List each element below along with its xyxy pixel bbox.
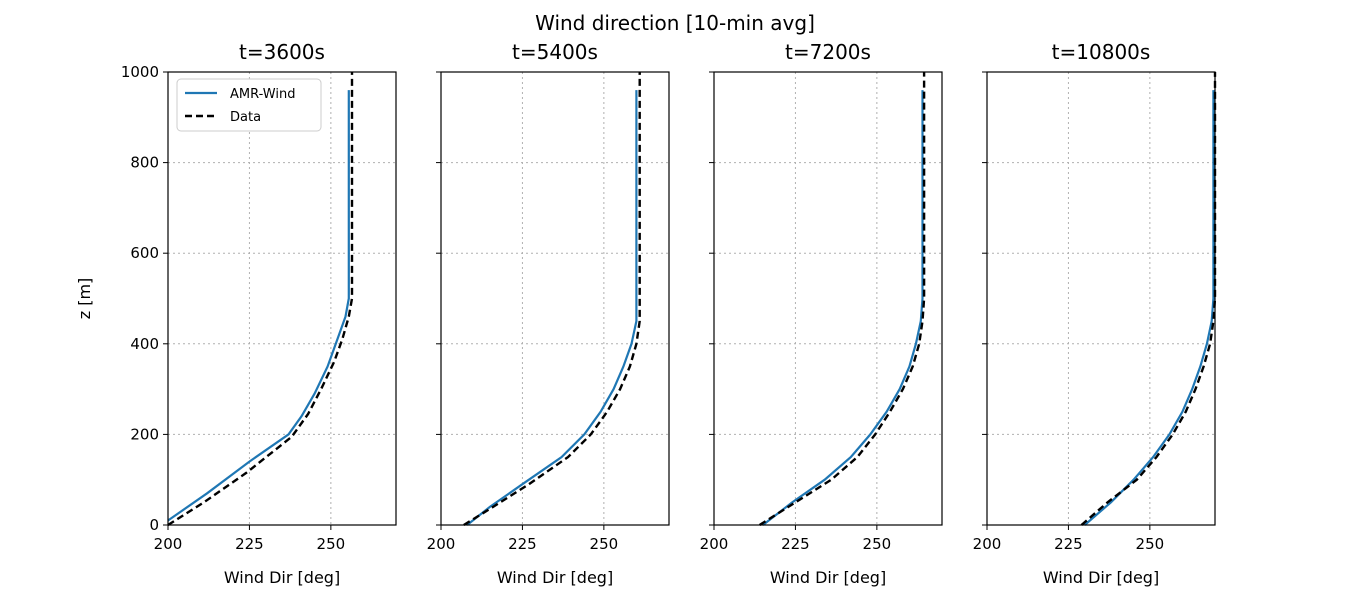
y-tick-label: 600 — [130, 244, 159, 262]
x-tick-label: 250 — [317, 535, 346, 553]
amr-wind-series-line — [167, 90, 350, 522]
data-series-line — [758, 72, 926, 527]
subplot-2: 200 225 250 t=5400s Wind Dir [deg] — [427, 40, 670, 587]
x-tick-label: 200 — [427, 535, 456, 553]
x-axis-label: Wind Dir [deg] — [497, 568, 613, 587]
x-tick-label: 200 — [973, 535, 1002, 553]
subplot-4: 200 225 250 t=10800s Wind Dir [deg] — [973, 40, 1217, 587]
x-axis-label: Wind Dir [deg] — [224, 568, 340, 587]
plot-frame — [440, 71, 670, 526]
x-tick-label: 200 — [154, 535, 183, 553]
data-series-line — [463, 72, 641, 527]
x-tick-label: 225 — [781, 535, 810, 553]
x-axis-label: Wind Dir [deg] — [770, 568, 886, 587]
subplot-title: t=7200s — [785, 40, 871, 64]
amr-wind-series-line — [1083, 90, 1215, 526]
subplot-3: 200 225 250 t=7200s Wind Dir [deg] — [700, 40, 943, 587]
x-tick-label: 225 — [235, 535, 264, 553]
subplot-title: t=3600s — [239, 40, 325, 64]
plot-frame — [986, 71, 1216, 526]
legend-label: Data — [230, 110, 261, 125]
x-tick-label: 225 — [508, 535, 537, 553]
y-tick-label: 400 — [130, 335, 159, 353]
subplot-title: t=5400s — [512, 40, 598, 64]
x-tick-label: 250 — [1136, 535, 1165, 553]
x-axis-label: Wind Dir [deg] — [1043, 568, 1159, 587]
x-tick-label: 250 — [863, 535, 892, 553]
x-tick-label: 200 — [700, 535, 729, 553]
data-series-line — [1080, 72, 1217, 526]
amr-wind-series-line — [466, 90, 638, 526]
x-tick-label: 225 — [1054, 535, 1083, 553]
x-tick-label: 250 — [590, 535, 619, 553]
plot-frame — [713, 71, 943, 526]
figure-title: Wind direction [10-min avg] — [535, 11, 815, 35]
plot-frame — [167, 71, 397, 526]
y-tick-label: 200 — [130, 425, 159, 443]
y-axis-label: z [m] — [75, 278, 94, 320]
data-series-line — [167, 72, 354, 527]
y-tick-label: 0 — [149, 516, 159, 534]
y-tick-label: 800 — [130, 154, 159, 172]
subplot-title: t=10800s — [1052, 40, 1151, 64]
legend-label: AMR-Wind — [230, 87, 295, 102]
legend: AMR-Wind Data — [176, 78, 322, 132]
amr-wind-series-line — [762, 90, 924, 526]
y-tick-label: 1000 — [121, 63, 159, 81]
